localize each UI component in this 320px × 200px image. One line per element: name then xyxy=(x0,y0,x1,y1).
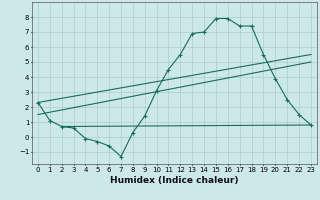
X-axis label: Humidex (Indice chaleur): Humidex (Indice chaleur) xyxy=(110,176,239,185)
